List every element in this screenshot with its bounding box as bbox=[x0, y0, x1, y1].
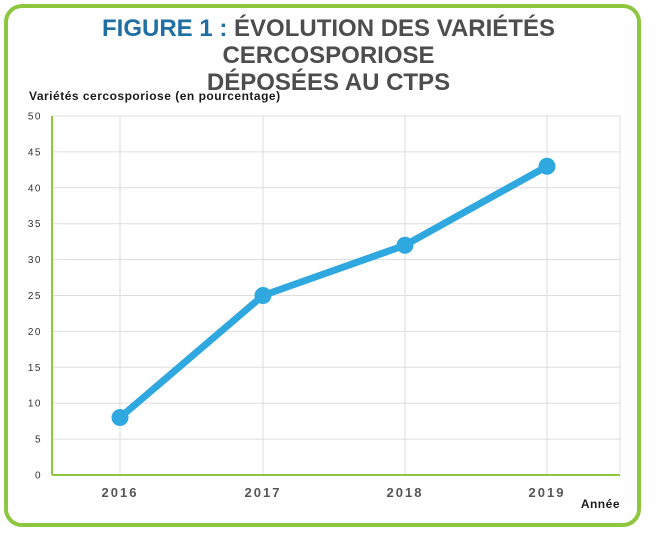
data-point bbox=[254, 287, 272, 304]
y-tick-labels: 0 5 10 15 20 25 30 35 40 45 50 bbox=[28, 112, 42, 482]
x-tick-labels: 2016 2017 2018 2019 bbox=[102, 485, 566, 500]
series-line bbox=[116, 162, 551, 422]
x-tick-label: 2018 bbox=[387, 485, 424, 500]
y-tick-label: 10 bbox=[28, 399, 42, 410]
y-tick-label: 0 bbox=[35, 471, 42, 482]
y-tick-label: 40 bbox=[28, 183, 42, 194]
grid-lines bbox=[52, 115, 621, 475]
y-tick-label: 15 bbox=[28, 363, 42, 374]
y-tick-label: 20 bbox=[28, 327, 42, 338]
data-point bbox=[396, 236, 414, 254]
y-axis-label: Variétés cercosporiose (en pourcentage) bbox=[29, 89, 281, 103]
y-tick-label: 25 bbox=[28, 291, 42, 302]
series-layer bbox=[111, 157, 556, 427]
y-tick-label: 50 bbox=[28, 112, 42, 123]
title-prefix: FIGURE 1 : bbox=[102, 15, 228, 42]
y-tick-label: 5 bbox=[35, 435, 42, 446]
y-tick-label: 30 bbox=[28, 255, 42, 266]
data-point bbox=[538, 157, 556, 175]
x-axis-label: Année bbox=[580, 497, 620, 511]
x-tick-label: 2019 bbox=[529, 485, 566, 500]
x-tick-label: 2016 bbox=[102, 485, 139, 500]
chart-title: FIGURE 1 : ÉVOLUTION DES VARIÉTÉS CERCOS… bbox=[0, 15, 657, 96]
x-tick-label: 2017 bbox=[245, 485, 282, 500]
title-line-2: DÉPOSÉES AU CTPS bbox=[206, 69, 451, 96]
title-line-1: ÉVOLUTION DES VARIÉTÉS CERCOSPORIOSE bbox=[222, 15, 555, 69]
axes bbox=[51, 116, 620, 476]
data-point bbox=[111, 409, 129, 427]
figure-frame bbox=[4, 4, 641, 527]
y-tick-label: 35 bbox=[28, 219, 42, 230]
y-tick-label: 45 bbox=[28, 147, 42, 158]
